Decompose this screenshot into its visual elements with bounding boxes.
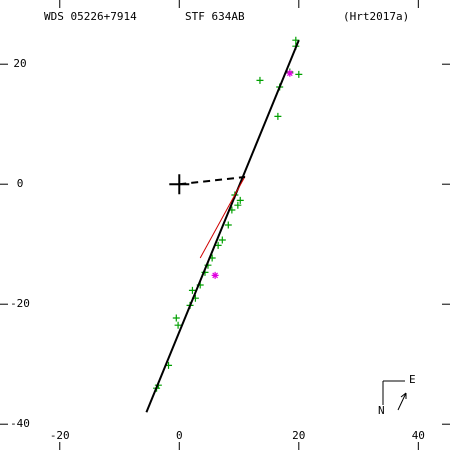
pair-label: STF 634AB: [185, 10, 245, 23]
compass-label: N: [378, 404, 385, 417]
orbit-line: [145, 39, 300, 413]
observation: [174, 321, 182, 329]
x-tick-label: -20: [50, 429, 70, 442]
y-tick-label: 0: [17, 177, 24, 190]
observation: [295, 70, 303, 78]
x-tick-label: 0: [176, 429, 183, 442]
chart-title: WDS 05226+7914: [44, 10, 137, 23]
x-tick-label: 20: [292, 429, 305, 442]
observation: [286, 69, 294, 77]
observation: [211, 271, 219, 279]
observation: [274, 112, 282, 120]
observation: [188, 286, 196, 294]
observation: [234, 201, 242, 209]
observation: [218, 236, 226, 244]
reference-label: (Hrt2017a): [343, 10, 409, 23]
x-tick-label: 40: [412, 429, 425, 442]
y-tick-label: -20: [10, 297, 30, 310]
observation: [224, 221, 232, 229]
y-tick-label: 20: [13, 57, 26, 70]
compass-arrow: [400, 392, 407, 398]
observation: [256, 76, 264, 84]
y-tick-label: -40: [10, 417, 30, 430]
orbit-line: [199, 176, 246, 259]
compass-arrow: [397, 392, 407, 411]
observation: [172, 314, 180, 322]
observation: [236, 196, 244, 204]
compass-label: E: [409, 373, 416, 386]
compass: [382, 380, 407, 411]
